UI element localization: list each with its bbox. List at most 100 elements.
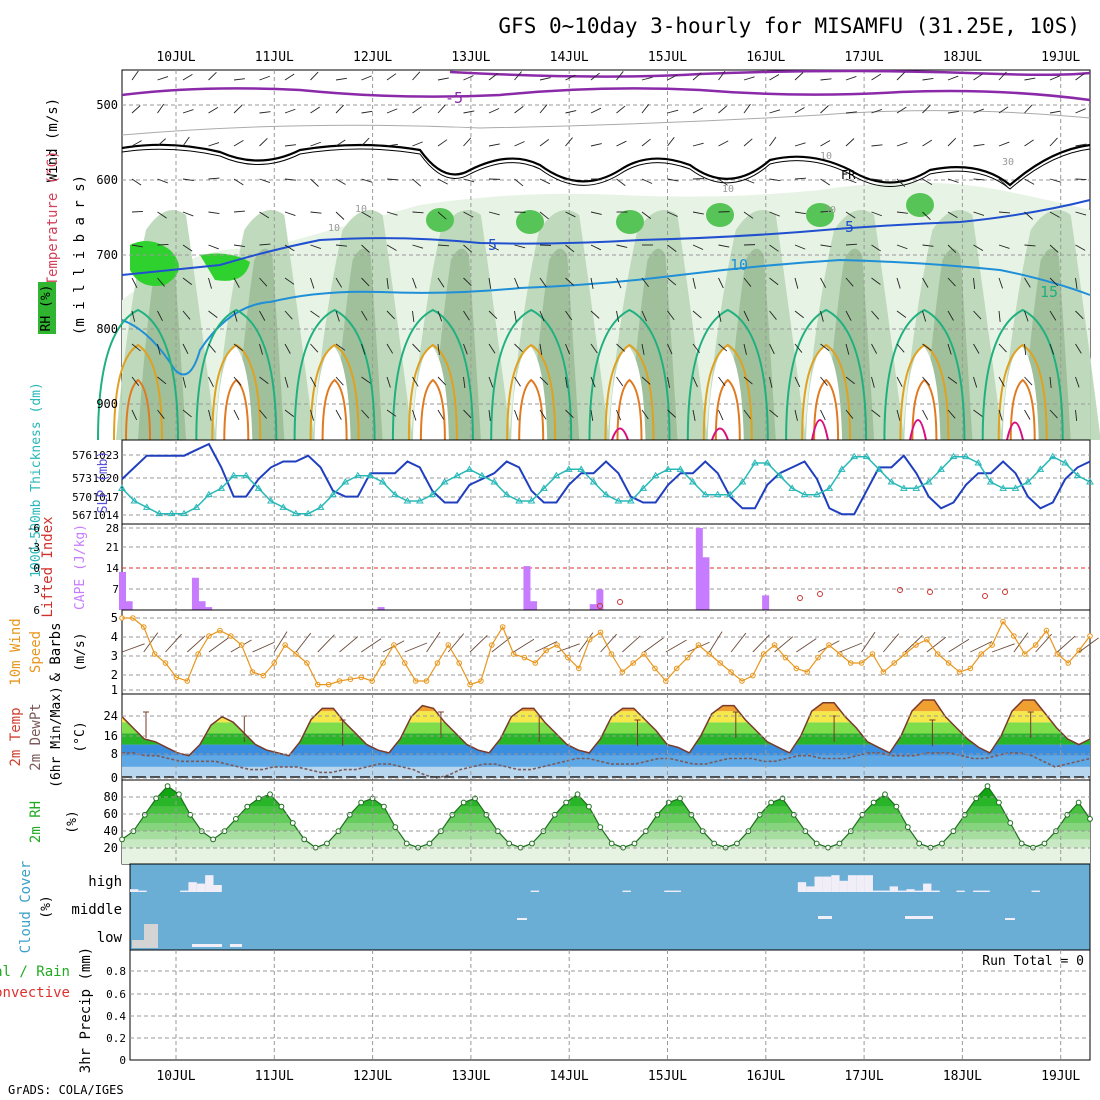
cloud-high-bar bbox=[664, 890, 673, 892]
y-tick-label: 5 bbox=[111, 611, 118, 625]
wind-barb bbox=[233, 244, 245, 247]
wind-barb bbox=[233, 277, 240, 288]
cape-panel: 6 3 0 -3 -6 7 14 21 28 Lifted Index CAPE (J/kg) bbox=[27, 516, 1091, 618]
wind-barb bbox=[692, 211, 704, 215]
cape-bar bbox=[205, 607, 213, 610]
wind-barb bbox=[590, 107, 602, 114]
wind-barb bbox=[1049, 110, 1061, 114]
wind-barb bbox=[463, 110, 475, 114]
rh-point bbox=[426, 840, 433, 847]
thickness-point bbox=[465, 465, 474, 472]
wind10-barb bbox=[339, 636, 359, 653]
rh-point bbox=[232, 816, 239, 822]
wind-barb bbox=[463, 409, 472, 419]
wind10-barb bbox=[861, 631, 876, 653]
wind-barb bbox=[361, 376, 371, 384]
wind-barb bbox=[182, 376, 187, 388]
wind-barb bbox=[820, 343, 830, 352]
wind-barb bbox=[845, 310, 852, 321]
y-tick-label-slp: 1020 bbox=[93, 472, 120, 485]
isotherm-10 bbox=[121, 258, 1091, 376]
rh-point bbox=[551, 811, 558, 818]
wind-barb bbox=[692, 376, 698, 388]
wind-barb bbox=[794, 211, 806, 215]
contour-label-rh-30a: 30 bbox=[1002, 157, 1014, 168]
isotherm-20 bbox=[407, 343, 458, 441]
wind-barb bbox=[973, 310, 982, 320]
wind-barb bbox=[973, 343, 980, 354]
y-tick-label-cape: 7 bbox=[112, 583, 119, 596]
wind-barb bbox=[896, 71, 906, 81]
rh-point bbox=[210, 836, 217, 843]
rh-point bbox=[267, 791, 273, 798]
wind-barb bbox=[769, 310, 777, 320]
wind-barb bbox=[361, 110, 373, 114]
rh-point bbox=[916, 840, 923, 847]
wind10-frame bbox=[121, 609, 1091, 695]
wind-barb bbox=[284, 310, 293, 320]
wind-barb bbox=[947, 178, 959, 183]
upper-label-wind: Wind (m/s) bbox=[45, 98, 61, 182]
wind-barb bbox=[769, 244, 779, 252]
wind-barb bbox=[1075, 343, 1082, 354]
wind-barb bbox=[437, 310, 443, 322]
y-tick-label: 8 bbox=[111, 747, 118, 761]
wind-barb bbox=[182, 178, 194, 181]
temp2m-label-3: (6hr Min/Max) bbox=[49, 686, 64, 788]
y-tick-label-li: 0 bbox=[33, 562, 40, 575]
wind-barb bbox=[1024, 343, 1027, 355]
thickness-point bbox=[118, 484, 126, 491]
wind10-barb bbox=[513, 638, 535, 653]
wind-barb bbox=[463, 75, 474, 81]
wind-barb bbox=[284, 376, 289, 388]
wind10-barb bbox=[469, 635, 488, 653]
cloud-high-bar bbox=[847, 875, 857, 892]
wind-barb bbox=[335, 139, 346, 147]
precip-label-1: Total / Rain bbox=[0, 964, 70, 980]
lifted-index-point bbox=[797, 595, 803, 601]
wind-barb bbox=[590, 244, 602, 251]
rh-point bbox=[176, 791, 182, 798]
y-tick-label-cape: 14 bbox=[106, 562, 120, 575]
wind-barb bbox=[820, 140, 831, 147]
wind-barb bbox=[259, 310, 266, 321]
wind-barb bbox=[769, 178, 781, 182]
wind-barb bbox=[157, 277, 165, 287]
wind-barb bbox=[692, 142, 704, 147]
wind10-series bbox=[119, 615, 1099, 688]
wind-barb bbox=[1075, 244, 1086, 251]
rh-point bbox=[449, 811, 456, 818]
y-tick-label-li: 3 bbox=[33, 583, 40, 596]
wind-barb bbox=[1024, 277, 1031, 288]
wind-barb bbox=[743, 310, 750, 322]
wind-barb bbox=[1024, 244, 1036, 247]
wind10-barb bbox=[252, 641, 275, 653]
wind-barb bbox=[1024, 139, 1034, 147]
wind-barb bbox=[437, 178, 448, 185]
wind-barb bbox=[259, 343, 263, 355]
wind-barb bbox=[1049, 277, 1059, 287]
isotherm-25 bbox=[321, 378, 348, 441]
wind-barb bbox=[437, 244, 450, 247]
cloud-low-bar bbox=[144, 924, 158, 948]
wind-barb bbox=[718, 140, 729, 147]
wind-barb bbox=[973, 376, 978, 388]
cloud-high-bar bbox=[839, 880, 848, 892]
wind-barb bbox=[386, 178, 399, 181]
contour-label-minus5-top: -5 bbox=[445, 89, 463, 107]
wind-barb bbox=[1075, 310, 1084, 320]
rh2m-label: 2m RH bbox=[28, 801, 44, 843]
wind-barb bbox=[769, 211, 780, 217]
wind-barb bbox=[845, 376, 855, 385]
wind-barb bbox=[641, 409, 649, 420]
rh-point bbox=[529, 840, 535, 847]
temp2m-label-2: 2m DewPt bbox=[28, 703, 44, 770]
wind-barb bbox=[896, 376, 903, 387]
thickness-point bbox=[825, 484, 834, 491]
wind-barb bbox=[922, 409, 929, 420]
y-tick-label: 1 bbox=[111, 683, 118, 697]
wind-barb bbox=[488, 343, 496, 354]
rh-point bbox=[791, 811, 797, 818]
isotherm-20 bbox=[702, 343, 753, 441]
bottom-date-label: 12JUL bbox=[353, 1069, 392, 1084]
